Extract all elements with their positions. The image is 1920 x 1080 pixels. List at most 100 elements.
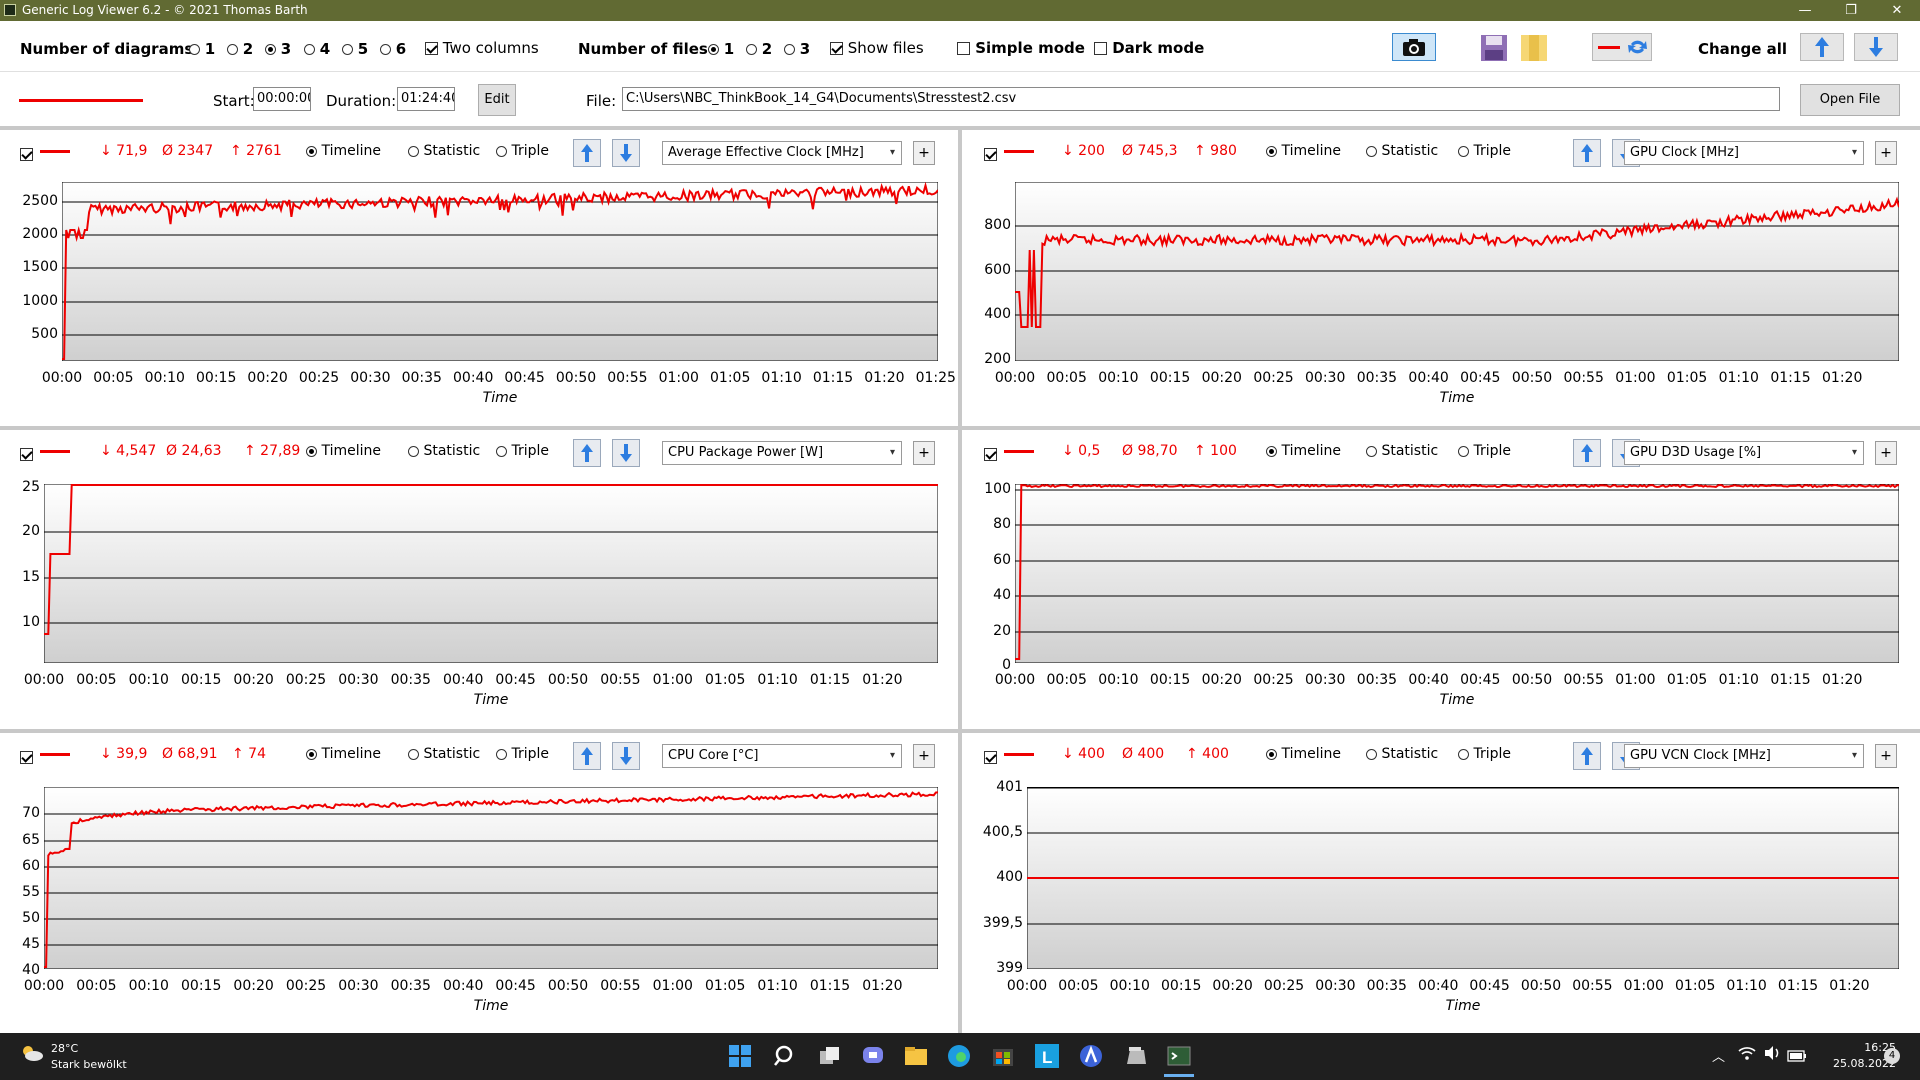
start-input[interactable]: 00:00:00: [253, 87, 311, 111]
file-path-input[interactable]: C:\Users\NBC_ThinkBook_14_G4\Documents\S…: [622, 87, 1780, 111]
sensor-select[interactable]: CPU Core [°C] ▾: [662, 744, 902, 768]
move-up-button[interactable]: [573, 742, 601, 770]
wifi-icon[interactable]: [1738, 1045, 1756, 1065]
radio-icon[interactable]: [1458, 445, 1469, 457]
radio-icon[interactable]: [1366, 145, 1377, 157]
weather-temp[interactable]: 28°C: [51, 1042, 79, 1055]
speaker-icon[interactable]: [1763, 1045, 1781, 1065]
radio-selected-icon[interactable]: [708, 44, 719, 55]
radio-icon[interactable]: [189, 44, 200, 55]
file-radio-1[interactable]: 1: [708, 40, 734, 58]
move-up-button[interactable]: [573, 139, 601, 167]
teams-chat-icon[interactable]: [861, 1044, 885, 1068]
option-triple[interactable]: Triple: [1458, 746, 1511, 762]
diagram-radio-2[interactable]: 2: [227, 40, 253, 58]
radio-icon[interactable]: [408, 748, 419, 760]
windows-start-icon[interactable]: [728, 1044, 752, 1068]
option-statistic[interactable]: Statistic: [1366, 746, 1438, 762]
file-radio-2[interactable]: 2: [746, 40, 772, 58]
add-series-button[interactable]: +: [1875, 141, 1897, 165]
checkbox-checked-icon[interactable]: [425, 42, 438, 55]
option-triple[interactable]: Triple: [1458, 443, 1511, 459]
option-triple[interactable]: Triple: [1458, 143, 1511, 159]
option-timeline[interactable]: Timeline: [1266, 143, 1341, 159]
option-triple[interactable]: Triple: [496, 443, 549, 459]
option-timeline[interactable]: Timeline: [1266, 746, 1341, 762]
notification-badge[interactable]: 4: [1884, 1048, 1900, 1064]
store-icon[interactable]: [991, 1044, 1015, 1068]
two-columns-checkbox[interactable]: Two columns: [425, 39, 539, 57]
radio-icon[interactable]: [227, 44, 238, 55]
radio-selected-icon[interactable]: [1266, 445, 1277, 457]
checkbox-checked-icon[interactable]: [830, 42, 843, 55]
radio-selected-icon[interactable]: [306, 748, 317, 760]
sensor-select[interactable]: CPU Package Power [W] ▾: [662, 441, 902, 465]
radio-selected-icon[interactable]: [265, 44, 276, 55]
file-explorer-icon[interactable]: [904, 1044, 928, 1068]
open-file-button[interactable]: Open File: [1800, 84, 1900, 116]
option-timeline[interactable]: Timeline: [306, 143, 381, 159]
radio-selected-icon[interactable]: [1266, 748, 1277, 760]
option-statistic[interactable]: Statistic: [408, 143, 480, 159]
radio-selected-icon[interactable]: [306, 145, 317, 157]
dark-mode-checkbox[interactable]: Dark mode: [1094, 39, 1204, 57]
weather-desc[interactable]: Stark bewölkt: [51, 1058, 127, 1071]
option-timeline[interactable]: Timeline: [306, 746, 381, 762]
radio-selected-icon[interactable]: [1266, 145, 1277, 157]
option-timeline[interactable]: Timeline: [306, 443, 381, 459]
diagram-radio-4[interactable]: 4: [304, 40, 330, 58]
chevron-up-icon[interactable]: ︿: [1712, 1050, 1726, 1065]
radio-icon[interactable]: [784, 44, 795, 55]
diagram-radio-1[interactable]: 1: [189, 40, 215, 58]
file-radio-3[interactable]: 3: [784, 40, 810, 58]
option-triple[interactable]: Triple: [496, 746, 549, 762]
save-button[interactable]: [1480, 34, 1508, 62]
diagram-radio-5[interactable]: 5: [342, 40, 368, 58]
folder-app-icon[interactable]: [1124, 1044, 1148, 1068]
radio-icon[interactable]: [304, 44, 315, 55]
move-all-up-button[interactable]: [1800, 33, 1844, 61]
move-up-button[interactable]: [1573, 742, 1601, 770]
radio-selected-icon[interactable]: [306, 445, 317, 457]
maximize-button[interactable]: ❐: [1845, 3, 1857, 18]
diagram-radio-6[interactable]: 6: [380, 40, 406, 58]
move-up-button[interactable]: [573, 439, 601, 467]
radio-icon[interactable]: [1458, 145, 1469, 157]
radio-icon[interactable]: [1366, 445, 1377, 457]
task-view-icon[interactable]: [818, 1044, 842, 1068]
option-timeline[interactable]: Timeline: [1266, 443, 1341, 459]
sensor-select[interactable]: GPU VCN Clock [MHz] ▾: [1624, 744, 1864, 768]
radio-icon[interactable]: [408, 145, 419, 157]
radio-icon[interactable]: [496, 445, 507, 457]
radio-icon[interactable]: [746, 44, 757, 55]
weather-icon[interactable]: [20, 1044, 44, 1062]
checkbox-icon[interactable]: [1094, 42, 1107, 55]
option-statistic[interactable]: Statistic: [1366, 443, 1438, 459]
sensor-select[interactable]: Average Effective Clock [MHz] ▾: [662, 141, 902, 165]
move-up-button[interactable]: [1573, 439, 1601, 467]
checkbox-icon[interactable]: [957, 42, 970, 55]
diagram-visible-checkbox[interactable]: [984, 751, 997, 764]
duration-input[interactable]: 01:24:40: [397, 87, 455, 111]
radio-icon[interactable]: [496, 748, 507, 760]
simple-mode-checkbox[interactable]: Simple mode: [957, 39, 1085, 57]
battery-icon[interactable]: [1787, 1047, 1807, 1066]
add-series-button[interactable]: +: [1875, 744, 1897, 768]
radio-icon[interactable]: [342, 44, 353, 55]
diagram-visible-checkbox[interactable]: [984, 148, 997, 161]
move-down-button[interactable]: [612, 439, 640, 467]
open-folder-button[interactable]: [1520, 34, 1548, 62]
move-up-button[interactable]: [1573, 139, 1601, 167]
radio-icon[interactable]: [496, 145, 507, 157]
add-series-button[interactable]: +: [913, 744, 935, 768]
option-triple[interactable]: Triple: [496, 143, 549, 159]
radio-icon[interactable]: [408, 445, 419, 457]
move-down-button[interactable]: [612, 139, 640, 167]
edit-button[interactable]: Edit: [478, 84, 516, 116]
diagram-visible-checkbox[interactable]: [984, 448, 997, 461]
radio-icon[interactable]: [380, 44, 391, 55]
search-icon[interactable]: [773, 1044, 797, 1068]
sensor-select[interactable]: GPU Clock [MHz] ▾: [1624, 141, 1864, 165]
clock-date[interactable]: 25.08.2022: [1833, 1057, 1896, 1070]
diagram-visible-checkbox[interactable]: [20, 751, 33, 764]
